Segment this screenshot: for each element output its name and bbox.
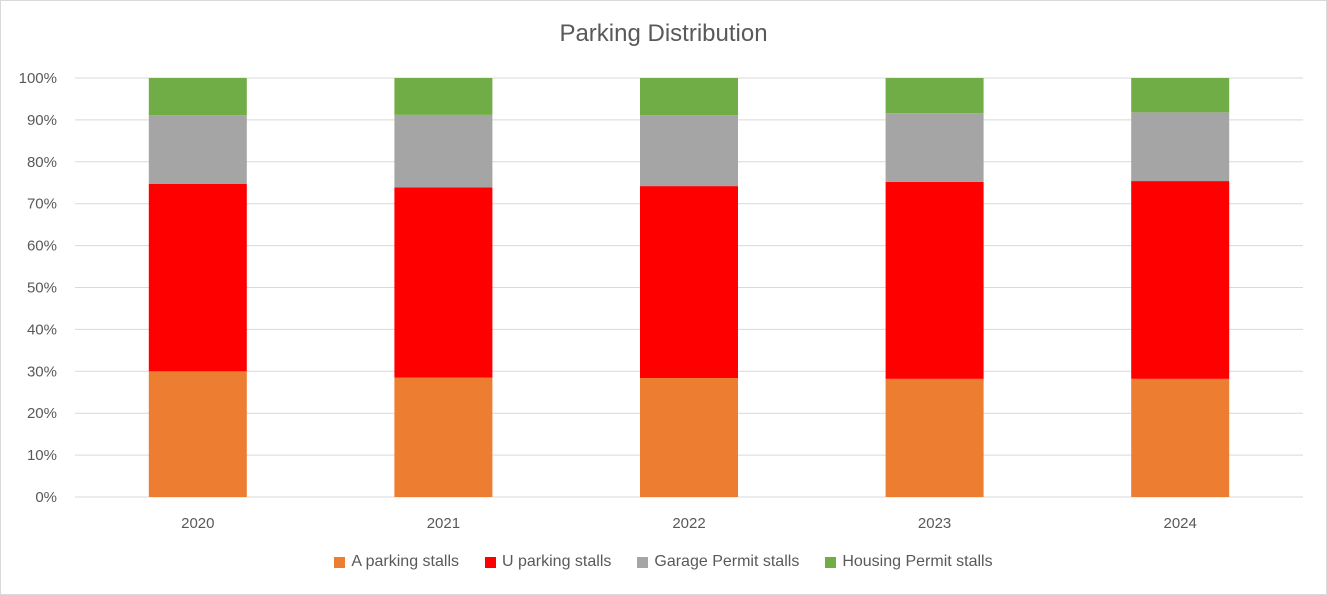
legend-item: Housing Permit stalls xyxy=(825,553,993,571)
y-tick-label: 70% xyxy=(27,196,57,213)
legend-label: Garage Permit stalls xyxy=(654,553,800,570)
bar-segment xyxy=(148,78,247,116)
bar-segment xyxy=(885,181,984,379)
bar-segment xyxy=(394,114,493,188)
y-tick-label: 10% xyxy=(27,447,57,464)
chart-title: Parking Distribution xyxy=(559,20,768,47)
bar-segment xyxy=(640,186,738,379)
legend-item: U parking stalls xyxy=(485,553,611,571)
bar-segment xyxy=(394,377,493,497)
x-tick-label: 2021 xyxy=(427,515,460,532)
legend-label: A parking stalls xyxy=(351,553,459,570)
legend: A parking stalls U parking stalls Garage P… xyxy=(0,553,1327,571)
bar-segment xyxy=(640,78,738,116)
legend-item: Garage Permit stalls xyxy=(637,553,799,571)
bar-segment xyxy=(885,378,984,497)
y-tick-label: 90% xyxy=(27,112,57,129)
y-tick-label: 30% xyxy=(27,363,57,380)
y-tick-label: 0% xyxy=(35,489,57,506)
bar-segment xyxy=(148,184,247,372)
y-tick-label: 100% xyxy=(19,70,57,87)
y-tick-label: 60% xyxy=(27,238,57,255)
legend-label: Housing Permit stalls xyxy=(842,553,993,570)
y-tick-label: 80% xyxy=(27,154,57,171)
x-tick-label: 2024 xyxy=(1164,515,1197,532)
y-tick-label: 50% xyxy=(27,280,57,297)
legend-swatch xyxy=(334,556,346,568)
bar-segment xyxy=(640,378,738,497)
bar-segment xyxy=(148,115,247,185)
legend-swatch xyxy=(637,556,649,568)
legend-swatch xyxy=(485,556,496,568)
bar-segment xyxy=(885,78,984,114)
bar-segment xyxy=(394,78,493,115)
bar-segment xyxy=(1131,181,1230,379)
legend-item: A parking stalls xyxy=(334,553,459,571)
x-tick-label: 2022 xyxy=(672,515,705,532)
bar-segment xyxy=(885,113,984,182)
y-tick-label: 40% xyxy=(27,321,57,338)
bar-segment xyxy=(1131,78,1230,113)
bar-segment xyxy=(148,371,247,497)
bar-segment xyxy=(1131,112,1230,182)
bar-segment xyxy=(640,115,738,187)
y-tick-label: 20% xyxy=(27,405,57,422)
bar-segment xyxy=(394,187,493,378)
x-tick-label: 2023 xyxy=(918,515,951,532)
x-tick-label: 2020 xyxy=(181,515,214,532)
legend-label: U parking stalls xyxy=(502,553,612,570)
legend-swatch xyxy=(825,556,837,568)
bar-segment xyxy=(1131,378,1230,497)
